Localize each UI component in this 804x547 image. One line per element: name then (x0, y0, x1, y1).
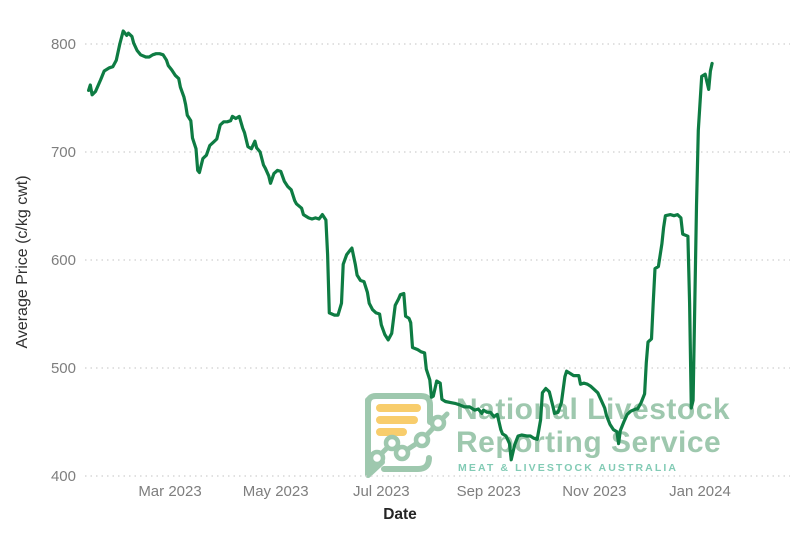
x-tick-may-2023: May 2023 (243, 483, 309, 500)
price-series-line (87, 29, 714, 462)
watermark-title-line1: National Livestock (456, 393, 730, 426)
y-axis-tick-labels: 800 700 600 500 400 (51, 36, 76, 485)
watermark-subtitle: MEAT & LIVESTOCK AUSTRALIA (458, 462, 678, 474)
y-tick-800: 800 (51, 36, 76, 53)
speech-bubble-tail (365, 397, 385, 478)
x-tick-sep-2023: Sep 2023 (457, 483, 521, 500)
watermark-title-line2: Reporting Service (456, 426, 721, 459)
x-tick-jan-2024: Jan 2024 (669, 483, 731, 500)
nlrs-watermark: National Livestock Reporting Service MEA… (365, 393, 730, 478)
x-axis-tick-labels: Mar 2023 May 2023 Jul 2023 Sep 2023 Nov 2023… (138, 483, 731, 500)
x-tick-nov-2023: Nov 2023 (562, 483, 626, 500)
nlrs-logo-icon (365, 393, 450, 478)
x-tick-jul-2023: Jul 2023 (353, 483, 410, 500)
x-axis-title: Date (383, 506, 417, 523)
y-tick-600: 600 (51, 252, 76, 269)
trend-nodes-icon (368, 414, 447, 467)
report-lines-icon (376, 404, 421, 436)
gridlines (85, 43, 790, 477)
y-tick-700: 700 (51, 144, 76, 161)
y-axis-title: Average Price (c/kg cwt) (14, 175, 31, 348)
x-tick-mar-2023: Mar 2023 (138, 483, 201, 500)
y-tick-500: 500 (51, 360, 76, 377)
y-tick-400: 400 (51, 468, 76, 485)
